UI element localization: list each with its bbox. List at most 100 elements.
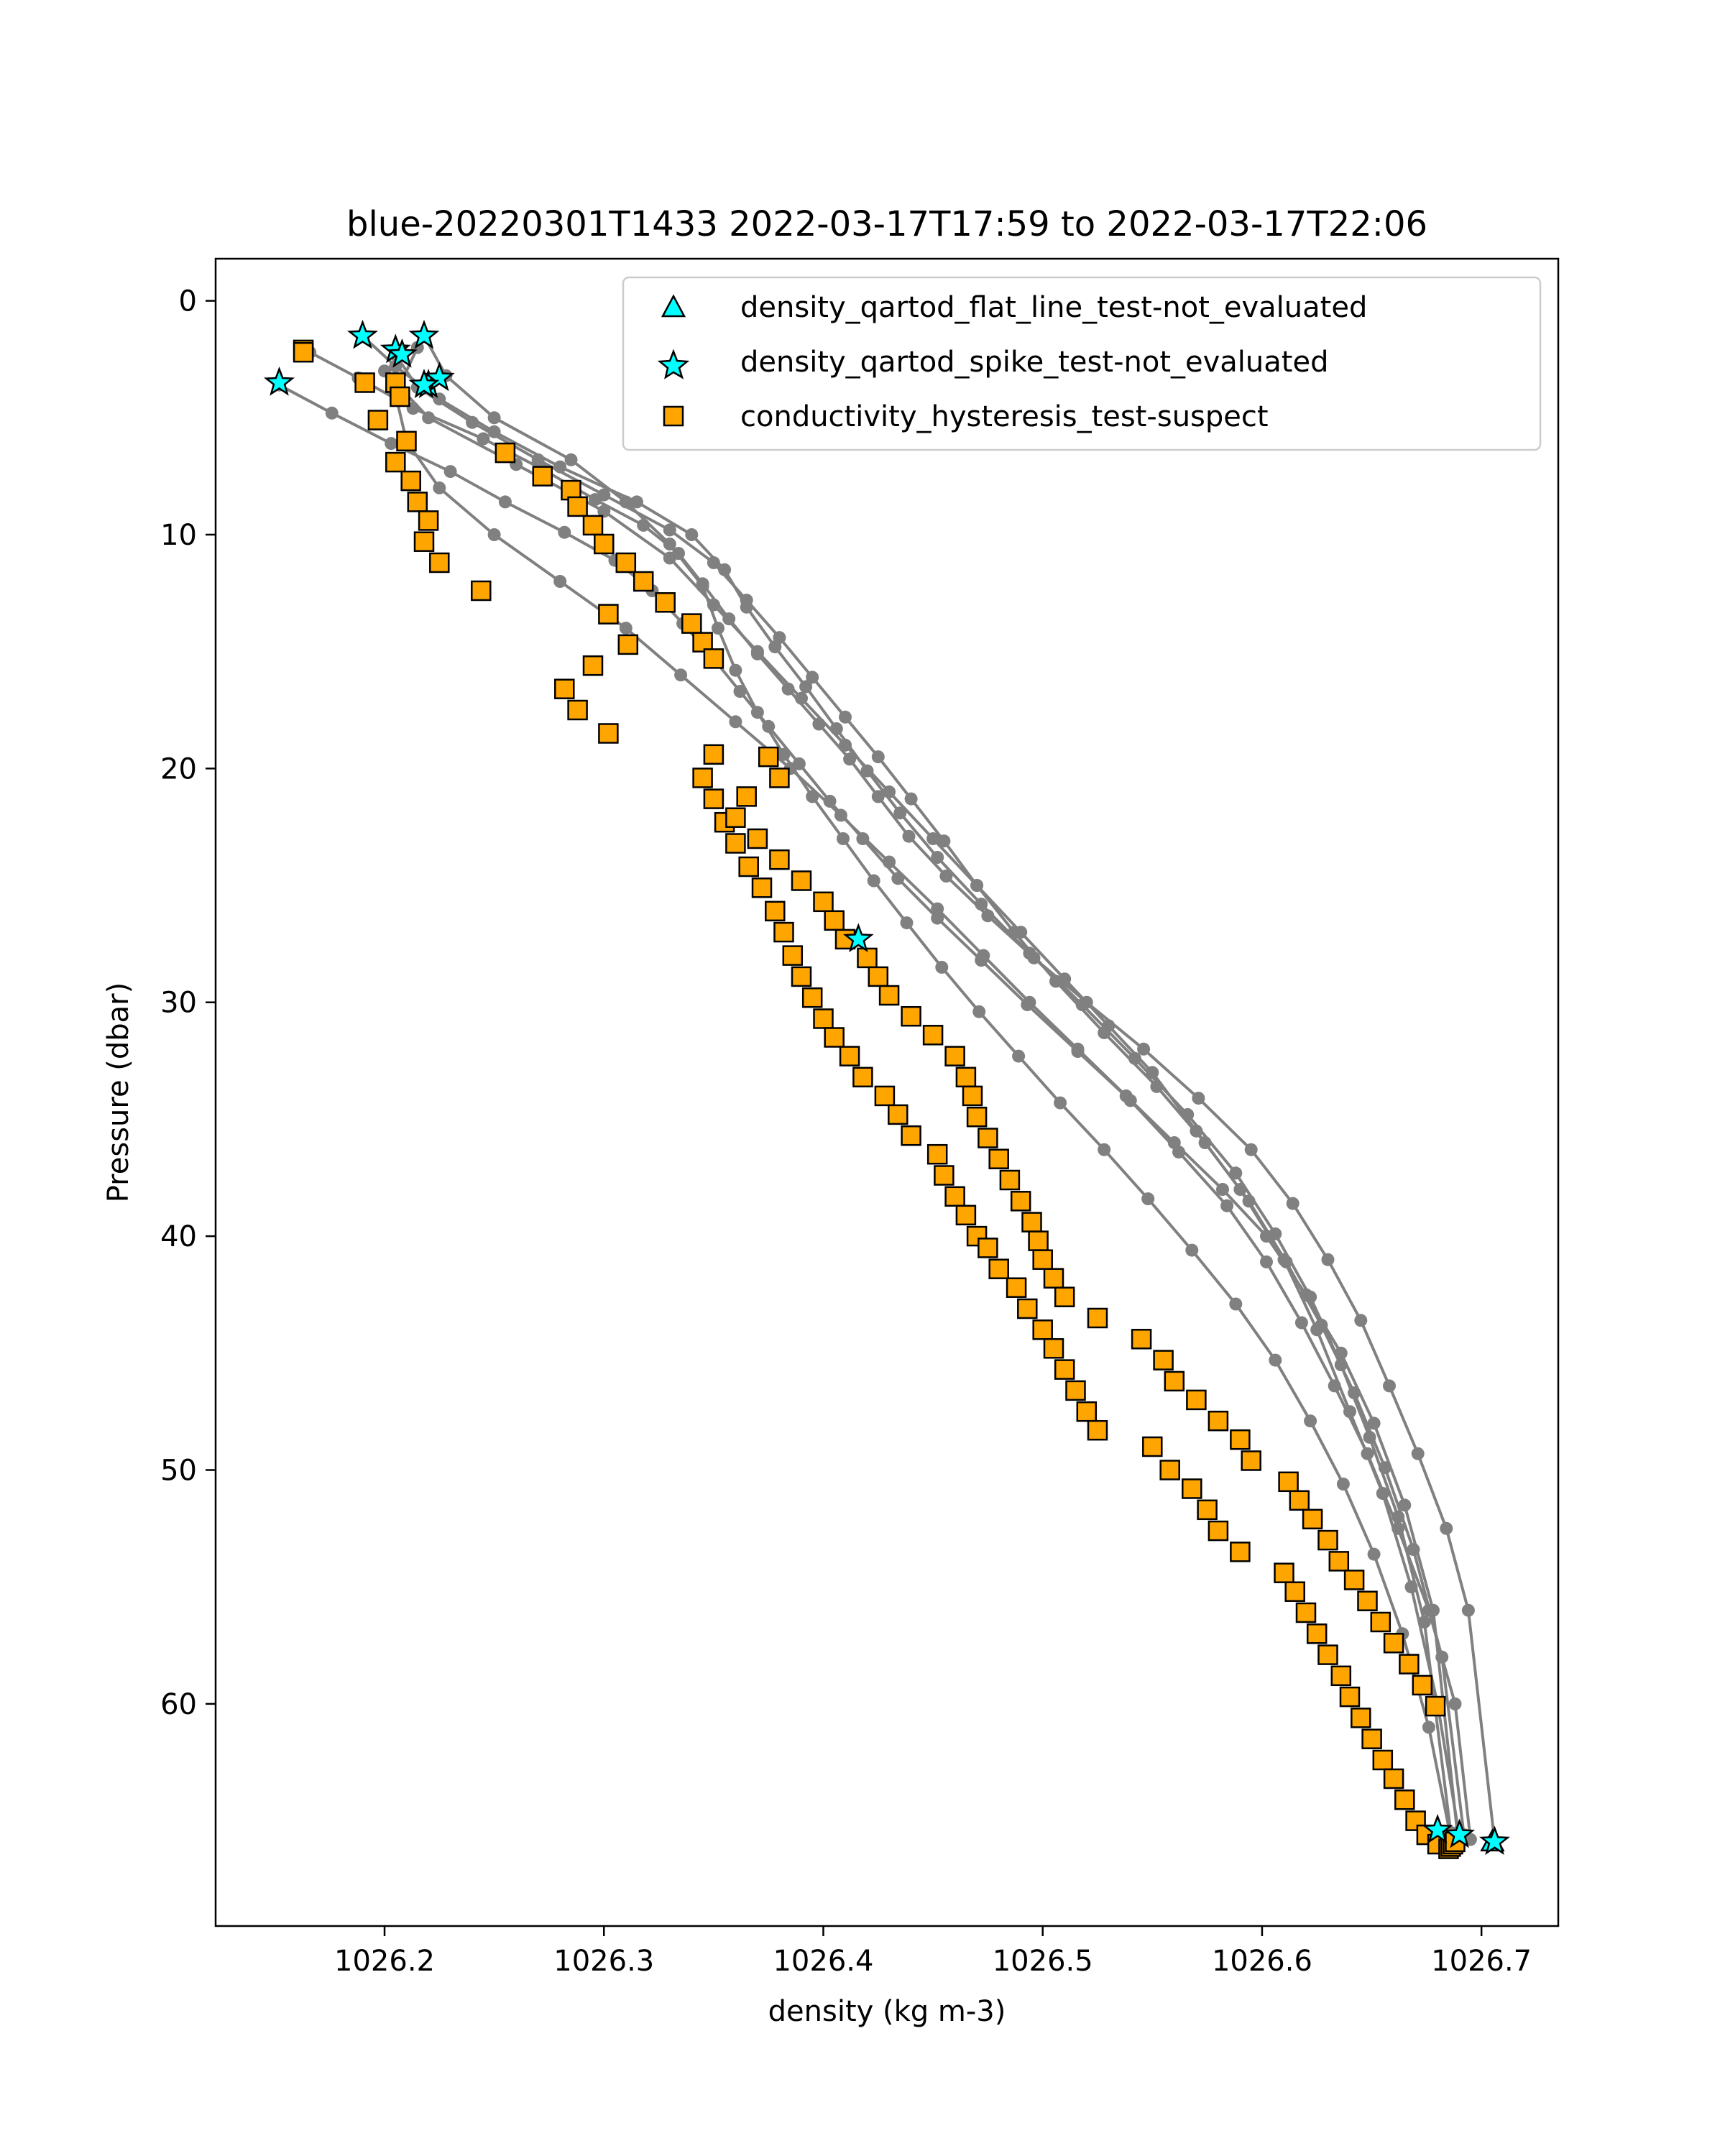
hysteresis-suspect-marker	[407, 492, 428, 512]
hysteresis-suspect-marker	[367, 410, 389, 430]
hysteresis-suspect-marker	[1339, 1686, 1361, 1708]
hysteresis-suspect-marker	[888, 1104, 908, 1125]
hysteresis-suspect-marker	[655, 592, 676, 613]
profile-point	[1260, 1255, 1273, 1268]
hysteresis-suspect-marker	[1006, 1277, 1027, 1298]
hysteresis-suspect-marker	[413, 531, 435, 552]
profile-point	[806, 671, 819, 684]
profile-point	[1354, 1314, 1368, 1327]
hysteresis-suspect-marker	[567, 496, 588, 517]
hysteresis-suspect-marker	[582, 655, 604, 676]
profile-point	[750, 706, 764, 719]
profile-point	[707, 556, 720, 569]
hysteresis-suspect-marker	[1010, 1191, 1031, 1212]
profile-point	[1376, 1487, 1389, 1500]
profile-point	[630, 495, 643, 509]
profile-point	[1422, 1720, 1435, 1734]
hysteresis-suspect-marker	[1425, 1695, 1446, 1717]
profile-point	[839, 738, 852, 752]
hysteresis-suspect-marker	[839, 1046, 860, 1067]
hysteresis-suspect-marker	[765, 900, 786, 922]
profile-point	[1192, 1092, 1205, 1105]
profile-point	[443, 465, 457, 479]
profile-point	[1304, 1414, 1317, 1428]
hysteresis-suspect-marker	[1028, 1230, 1049, 1251]
hysteresis-suspect-marker	[1087, 1419, 1108, 1441]
hysteresis-suspect-marker	[1032, 1319, 1053, 1340]
profile-point	[843, 752, 857, 766]
profile-point	[1233, 1183, 1247, 1196]
profile-point	[931, 851, 944, 864]
profile-point	[619, 622, 632, 635]
chart-title: blue-20220301T1433 2022-03-17T17:59 to 2…	[346, 204, 1427, 244]
legend-entry-spike: density_qartod_spike_test-not_evaluated	[740, 346, 1328, 379]
profile-point	[1411, 1447, 1425, 1460]
hysteresis-suspect-marker	[999, 1169, 1021, 1191]
profile-point	[1334, 1346, 1348, 1360]
profile-point	[972, 1005, 986, 1018]
hysteresis-suspect-marker	[944, 1186, 965, 1207]
hysteresis-suspect-marker	[725, 833, 746, 854]
hysteresis-suspect-marker	[955, 1067, 977, 1088]
hysteresis-suspect-marker	[769, 768, 790, 788]
profile-point	[893, 806, 907, 820]
hysteresis-suspect-marker	[494, 442, 516, 464]
spike-not-evaluated-marker	[842, 923, 874, 953]
profile-point	[1014, 926, 1028, 939]
y-tick-label: 50	[160, 1454, 197, 1487]
hysteresis-suspect-marker	[1230, 1542, 1251, 1562]
profile-point	[685, 528, 699, 541]
x-tick-label: 1026.5	[993, 1945, 1093, 1978]
profile-point	[1023, 995, 1036, 1009]
hysteresis-suspect-marker	[1361, 1728, 1382, 1749]
hysteresis-suspect-marker	[725, 807, 746, 828]
profile-point	[1119, 1089, 1133, 1102]
profile-point	[931, 911, 944, 925]
legend-entry-hysteresis: conductivity_hysteresis_test-suspect	[740, 400, 1269, 433]
hysteresis-suspect-marker	[429, 552, 450, 573]
hysteresis-suspect-marker	[751, 877, 773, 898]
profile-point	[597, 488, 611, 502]
profile-point	[883, 855, 896, 869]
profile-line-4	[423, 335, 1453, 1838]
hysteresis-suspect-marker	[1159, 1460, 1180, 1480]
profile-point	[597, 505, 611, 518]
profile-point	[867, 874, 880, 888]
profile-point	[1294, 1316, 1308, 1330]
hysteresis-suspect-marker	[1208, 1520, 1229, 1542]
profile-point	[1343, 1405, 1356, 1419]
x-tick-label: 1026.4	[773, 1945, 873, 1978]
hysteresis-suspect-marker	[1278, 1471, 1299, 1493]
legend-triangle-icon	[661, 294, 686, 318]
profile-point	[799, 680, 813, 694]
profile-point	[795, 691, 808, 705]
profile-point	[477, 432, 490, 446]
profile-point	[937, 834, 951, 848]
spike-not-evaluated-marker	[1478, 1825, 1511, 1856]
profile-point	[834, 808, 847, 822]
profile-point	[823, 794, 837, 808]
spike-not-evaluated-marker	[408, 319, 440, 349]
hysteresis-suspect-marker	[1186, 1389, 1207, 1411]
hysteresis-suspect-marker	[532, 466, 553, 487]
profile-point	[773, 631, 786, 645]
hysteresis-suspect-marker	[1302, 1508, 1323, 1530]
hysteresis-suspect-marker	[813, 1008, 834, 1029]
profile-point	[750, 645, 764, 658]
profile-point	[1244, 1143, 1258, 1156]
profile-point	[1321, 1253, 1335, 1266]
hysteresis-suspect-marker	[878, 985, 900, 1006]
hysteresis-suspect-marker	[1274, 1562, 1294, 1583]
hysteresis-suspect-marker	[703, 744, 724, 765]
hysteresis-suspect-marker	[396, 430, 417, 452]
profile-point	[829, 722, 843, 735]
profile-point	[707, 598, 720, 612]
hysteresis-suspect-marker	[1153, 1350, 1174, 1370]
profile-point	[977, 949, 990, 962]
x-tick-label: 1026.2	[334, 1945, 435, 1978]
hysteresis-suspect-marker	[1394, 1789, 1415, 1810]
hysteresis-suspect-marker	[692, 768, 713, 788]
profile-point	[1012, 1049, 1026, 1063]
profile-point	[1448, 1697, 1462, 1710]
